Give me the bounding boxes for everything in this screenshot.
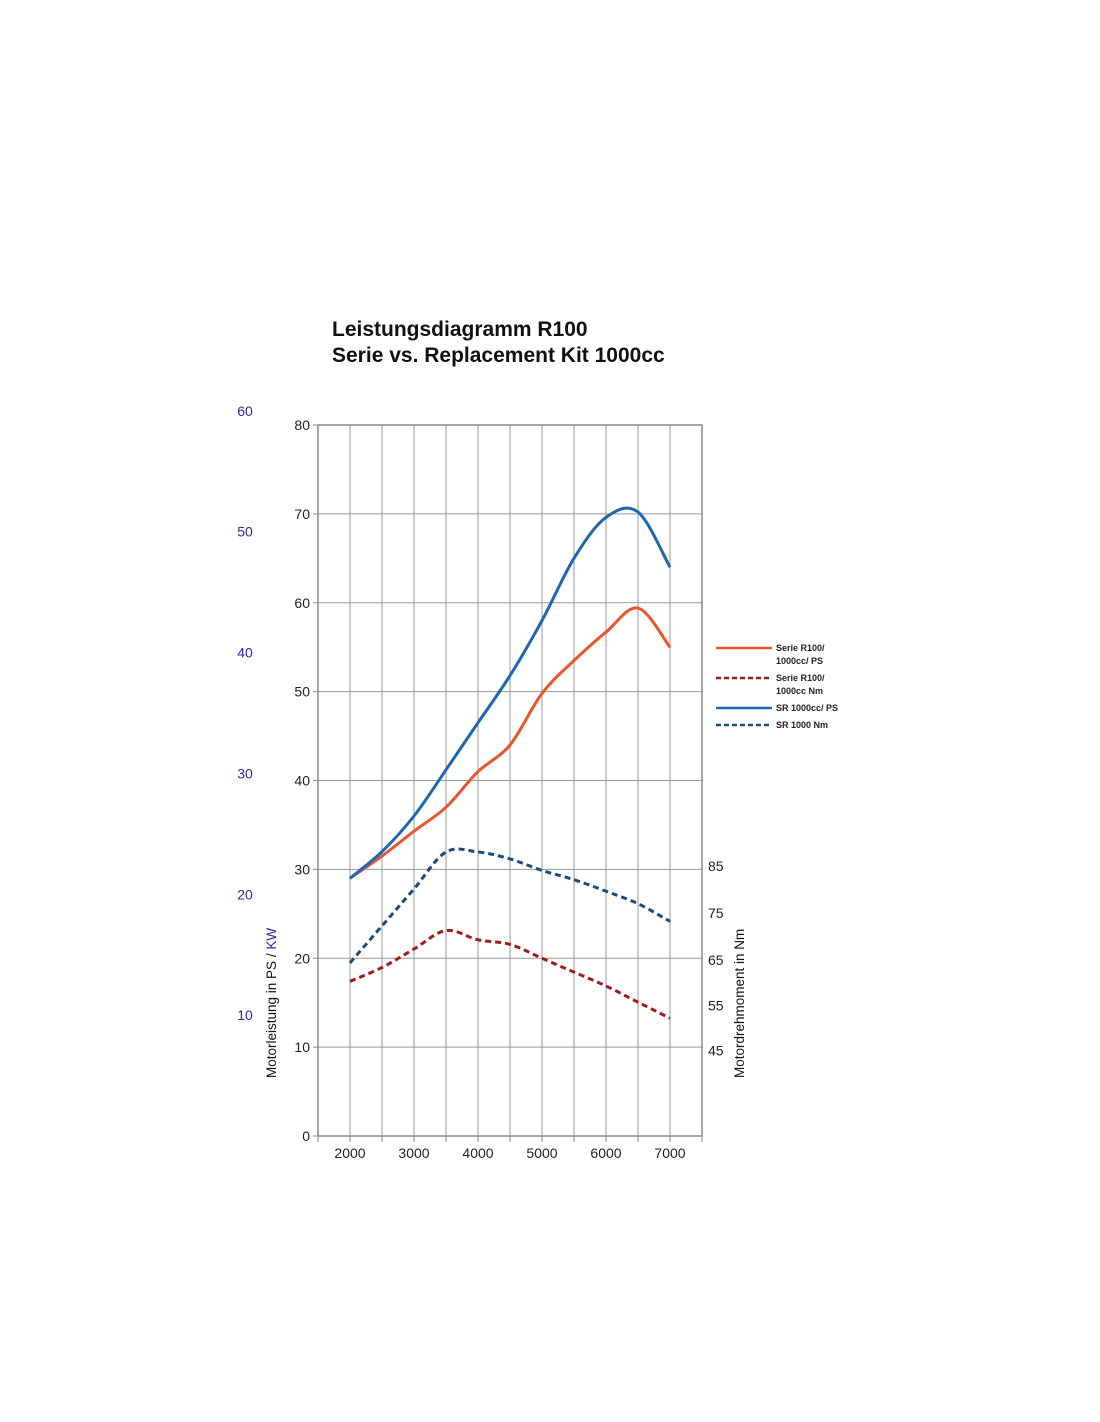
y-left-axis-ticks: 0 10 20 30 40 50 60 70 80 xyxy=(294,417,318,1144)
x-tick-label: 7000 xyxy=(654,1145,685,1161)
legend-label-2: 1000cc Nm xyxy=(776,686,823,696)
y-right-axis-ticks: 85 75 65 55 45 xyxy=(708,858,724,1059)
legend-label-1: Serie R100/ xyxy=(776,643,825,653)
y-left-tick-label: 10 xyxy=(294,1039,310,1055)
y-kw-tick-label: 10 xyxy=(237,1007,253,1023)
series-lines xyxy=(348,506,672,1020)
y-kw-tick-label: 30 xyxy=(237,765,253,781)
y-kw-tick-label: 50 xyxy=(237,524,253,540)
series-line-2 xyxy=(349,928,671,1020)
y-left-tick-label: 20 xyxy=(294,950,310,966)
grid xyxy=(318,425,702,1136)
x-tick-label: 2000 xyxy=(334,1145,365,1161)
y-right-tick-label: 55 xyxy=(708,997,724,1013)
y-left-tick-label: 70 xyxy=(294,506,310,522)
x-tick-label: 3000 xyxy=(398,1145,429,1161)
x-tick-label: 4000 xyxy=(462,1145,493,1161)
x-axis-ticks: 2000 3000 4000 5000 6000 7000 xyxy=(317,1136,703,1161)
y-right-tick-label: 75 xyxy=(708,905,724,921)
y-right-tick-label: 85 xyxy=(708,858,724,874)
y-kw-tick-label: 20 xyxy=(237,886,253,902)
y-left-tick-label: 0 xyxy=(302,1128,310,1144)
legend-label-4: SR 1000 Nm xyxy=(776,720,828,730)
y-left-tick-label: 40 xyxy=(294,773,310,789)
chart-title-line-1: Leistungsdiagramm R100 xyxy=(332,318,588,341)
x-tick-label: 6000 xyxy=(590,1145,621,1161)
series-line-1 xyxy=(349,606,672,880)
legend-label-1: 1000cc/ PS xyxy=(776,656,823,666)
y-kw-tick-label: 60 xyxy=(237,403,253,419)
y-left-tick-label: 60 xyxy=(294,595,310,611)
y-left-tick-label: 30 xyxy=(294,861,310,877)
series-line-3 xyxy=(349,506,672,880)
x-tick-label: 5000 xyxy=(526,1145,557,1161)
y-left-tick-label: 80 xyxy=(294,417,310,433)
y-right-axis-label: Motordrehmoment in Nm xyxy=(732,929,747,1078)
legend: Serie R100/1000cc/ PS Serie R100/1000cc N… xyxy=(716,643,838,730)
y-kw-axis-ticks: 60 50 40 30 20 10 xyxy=(237,403,253,1023)
legend-label-2: Serie R100/ xyxy=(776,673,825,683)
y-left-tick-label: 50 xyxy=(294,684,310,700)
y-right-tick-label: 45 xyxy=(708,1043,724,1059)
series-line-4 xyxy=(348,847,671,964)
y-left-axis-label: Motorleistung in PS / KW xyxy=(264,928,279,1078)
legend-label-3: SR 1000cc/ PS xyxy=(776,703,838,713)
y-right-tick-label: 65 xyxy=(708,952,724,968)
y-kw-tick-label: 40 xyxy=(237,645,253,661)
chart-title-line-2: Serie vs. Replacement Kit 1000cc xyxy=(332,344,665,367)
